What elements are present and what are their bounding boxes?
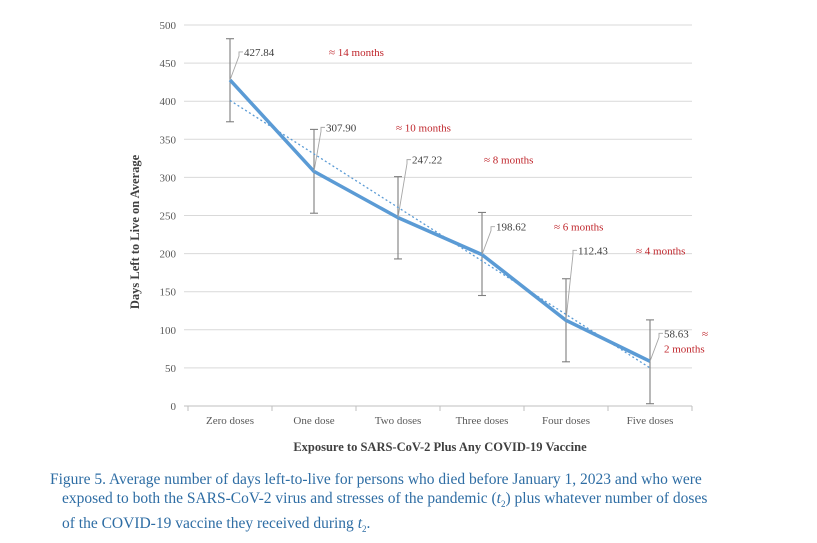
trendline-path (229, 99, 651, 369)
leader-line (397, 159, 411, 218)
data-label: 247.22 (412, 155, 442, 167)
caption-text: ) plus whatever number of doses (505, 490, 708, 507)
caption-line-1: Figure 5. Average number of days left-to… (50, 471, 702, 488)
data-label: 58.63 (664, 328, 689, 340)
x-tick-labels: Zero doses One dose Two doses Three doses Fo… (206, 415, 673, 427)
month-annotation: ≈ 14 months (329, 47, 384, 59)
y-tick-label: 200 (160, 249, 177, 261)
data-label: 427.84 (244, 47, 275, 59)
trendline (229, 99, 651, 369)
data-label: 112.43 (578, 245, 608, 257)
y-tick-label: 450 (160, 58, 177, 70)
x-axis (184, 405, 693, 411)
y-tick-label: 150 (160, 287, 177, 299)
y-tick-label: 250 (160, 211, 177, 223)
caption-text: of the COVID-19 vaccine they received du… (62, 515, 358, 533)
y-tick-label: 300 (160, 172, 177, 184)
x-tick-label: Five doses (627, 415, 674, 427)
caption-text: . (366, 515, 371, 533)
data-labels: 427.84 ≈ 14 months 307.90 ≈ 10 months 247.22… (229, 47, 708, 362)
month-annotation: 2 months (664, 343, 705, 355)
x-tick-label: One dose (293, 415, 334, 427)
caption-subscript: 2 (500, 499, 506, 510)
line-chart: 0 50 100 150 200 250 300 350 400 450 500 Zero dose… (128, 20, 708, 454)
month-annotation: ≈ 10 months (396, 122, 451, 134)
series-polyline (228, 78, 651, 363)
x-tick-label: Three doses (456, 415, 509, 427)
caption-line-2: exposed to both the SARS-CoV-2 virus and… (50, 489, 810, 514)
x-tick-label: Zero doses (206, 415, 254, 427)
data-label: 307.90 (326, 122, 357, 134)
leader-line (565, 249, 577, 321)
caption-line-3: of the COVID-19 vaccine they received du… (50, 514, 810, 539)
figure-caption: Figure 5. Average number of days left-to… (50, 470, 810, 539)
y-tick-label: 0 (171, 401, 177, 413)
month-annotation: ≈ (702, 328, 708, 340)
x-tick-label: Four doses (542, 415, 590, 427)
y-tick-label: 100 (160, 325, 177, 337)
y-tick-label: 50 (165, 363, 177, 375)
caption-subscript: 2 (362, 524, 367, 535)
x-tick-label: Two doses (375, 415, 422, 427)
leader-line (313, 126, 325, 172)
caption-variable: t (496, 490, 501, 507)
x-axis-title: Exposure to SARS-CoV-2 Plus Any COVID-19… (293, 440, 587, 454)
leader-line (481, 226, 495, 255)
y-tick-label: 400 (160, 96, 177, 108)
leader-line (649, 332, 663, 362)
y-tick-label: 500 (160, 20, 177, 32)
leader-line (229, 51, 243, 81)
month-annotation: ≈ 4 months (636, 245, 685, 257)
month-annotation: ≈ 8 months (484, 155, 533, 167)
y-tick-labels: 0 50 100 150 200 250 300 350 400 450 500 (160, 20, 177, 413)
y-tick-label: 350 (160, 134, 177, 146)
gridlines (184, 24, 692, 369)
data-label: 198.62 (496, 222, 526, 234)
month-annotation: ≈ 6 months (554, 222, 603, 234)
y-axis-title: Days Left to Live on Average (128, 154, 142, 309)
caption-variable: t (357, 515, 362, 533)
caption-text: exposed to both the SARS-CoV-2 virus and… (62, 490, 497, 507)
